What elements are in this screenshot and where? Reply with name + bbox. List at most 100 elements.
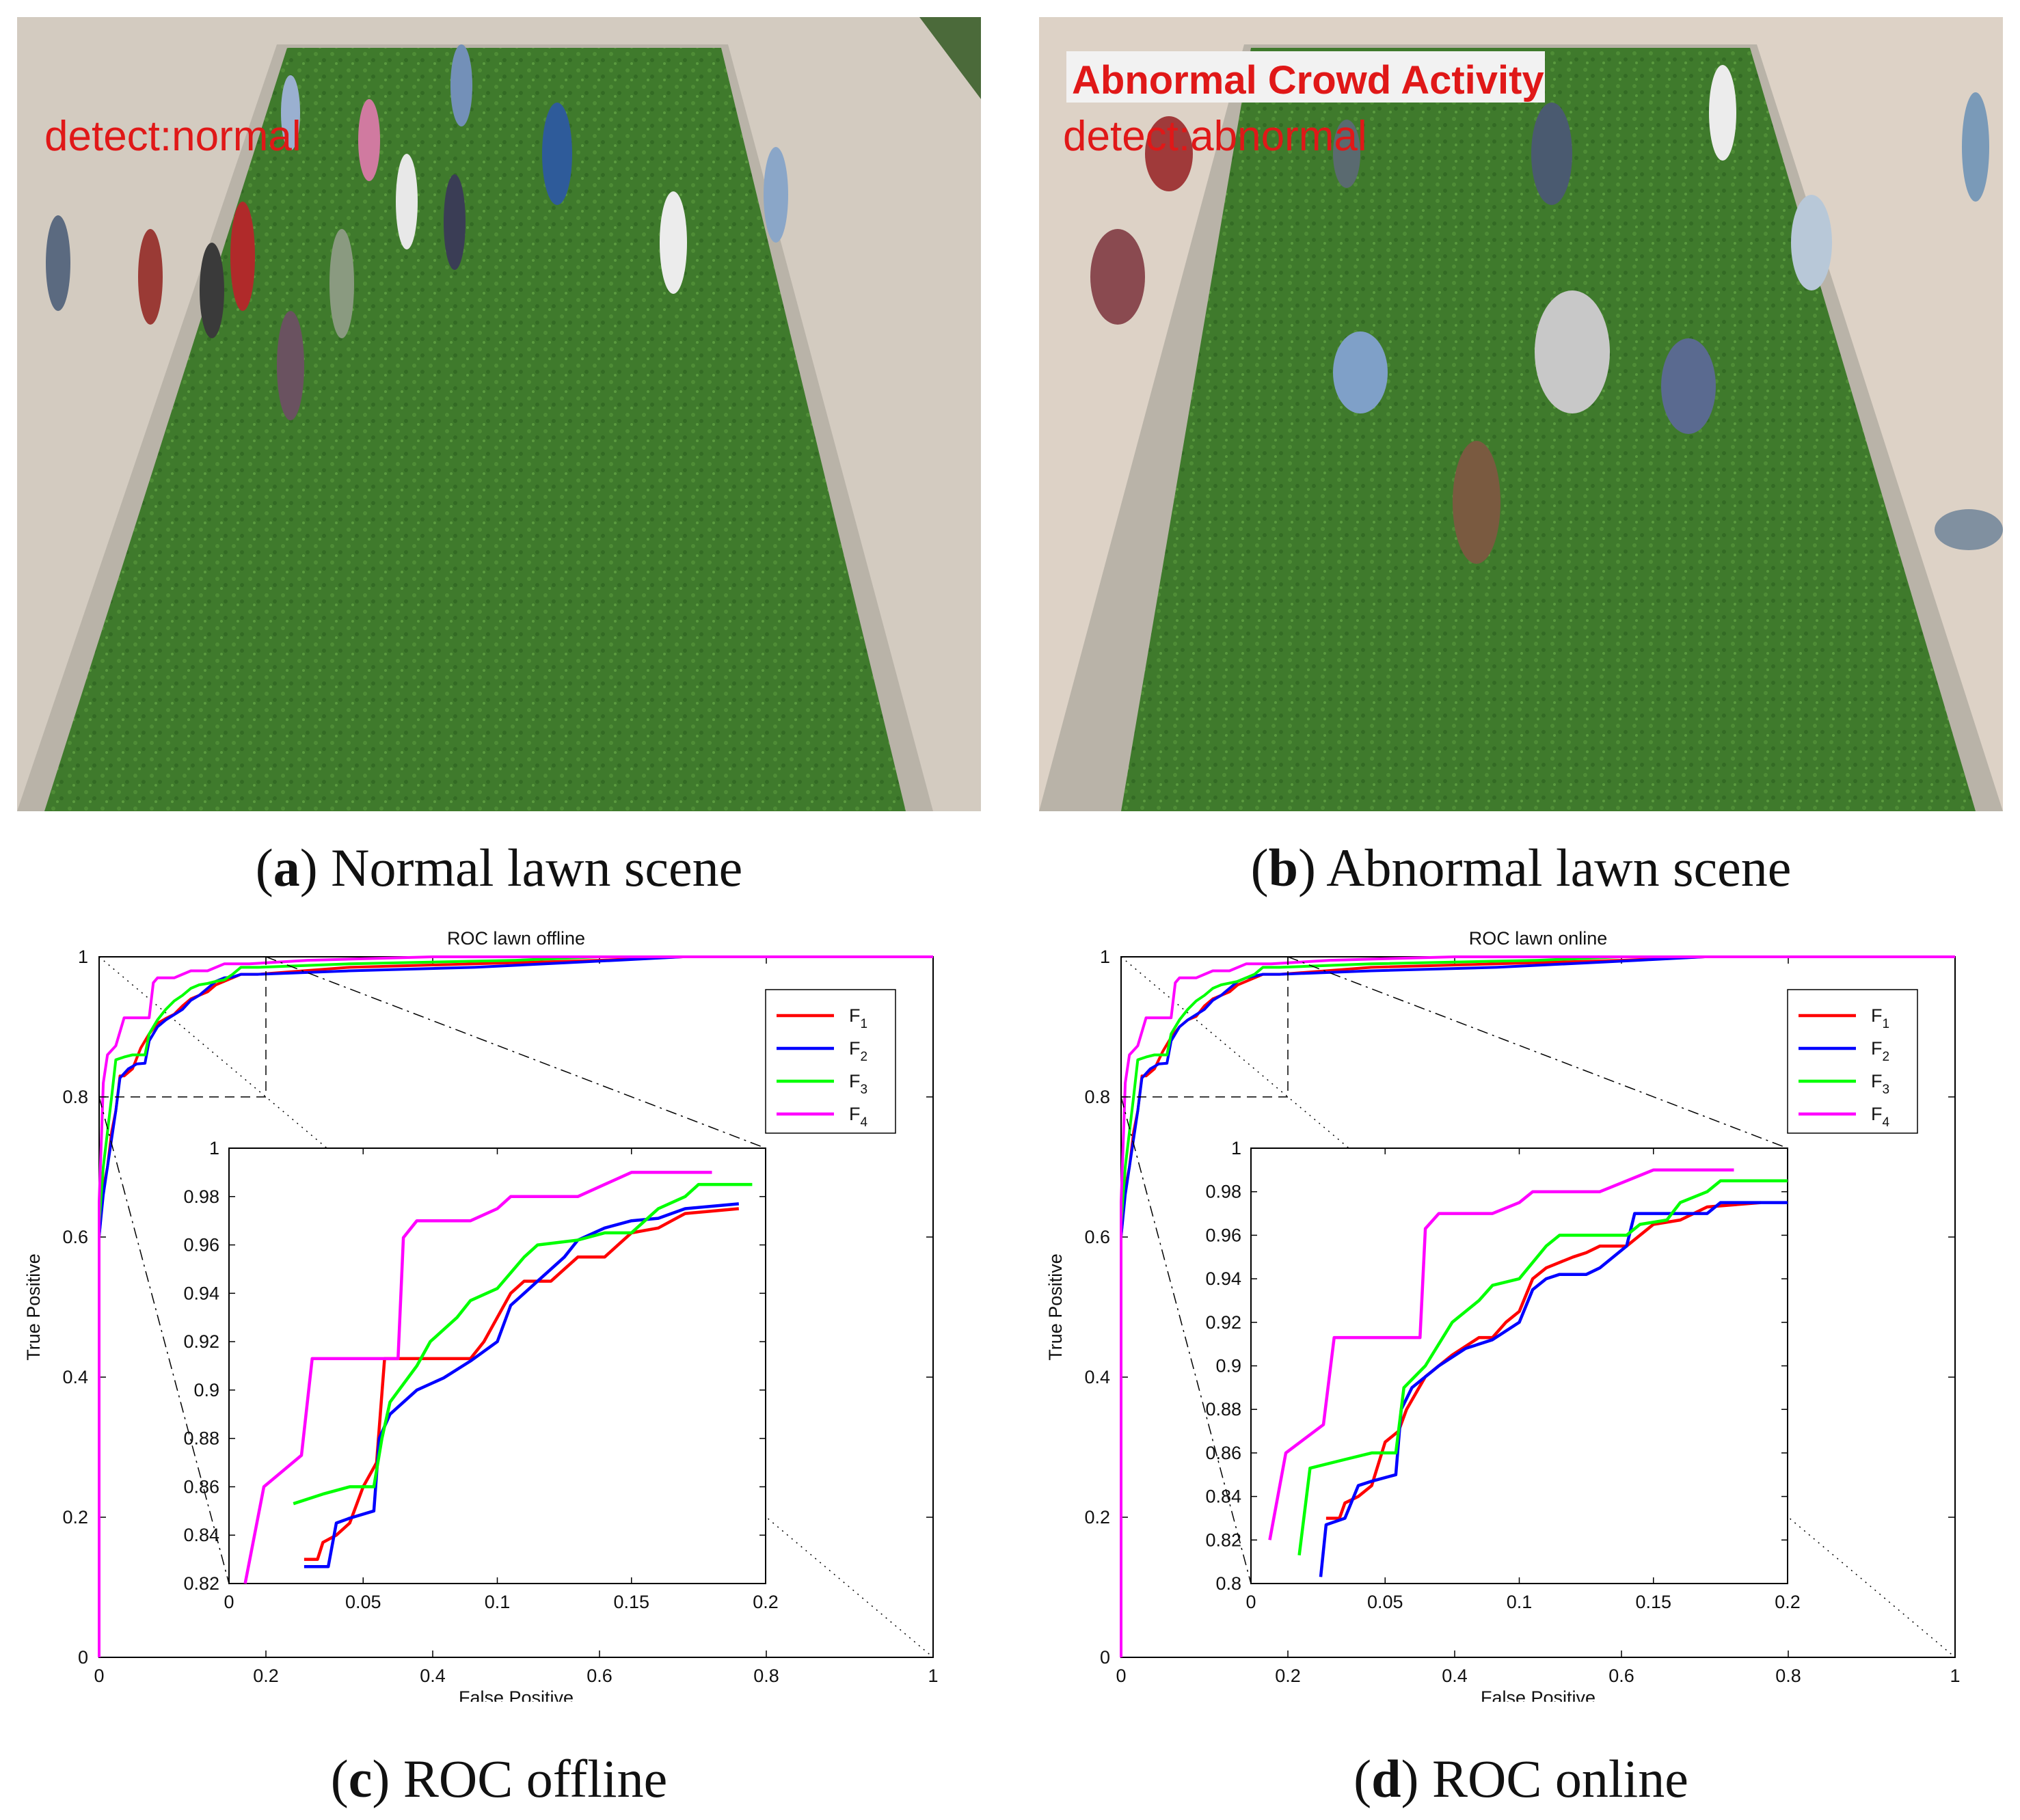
y-tick-label: 0.2 (1084, 1507, 1110, 1527)
inset-x-tick-label: 0.15 (613, 1592, 649, 1612)
inset-y-tick-label: 0.88 (1205, 1399, 1241, 1420)
x-tick-label: 0.6 (1608, 1666, 1634, 1686)
inset-roc-curve-f2 (304, 1202, 740, 1568)
inset-roc-curve-f3 (1297, 1179, 1788, 1556)
inset-x-tick-label: 0 (1245, 1592, 1256, 1612)
y-tick-label: 0 (1100, 1647, 1110, 1668)
y-tick-label: 1 (1100, 947, 1110, 967)
y-axis-label: True Positive (23, 1253, 44, 1361)
inset-y-tick-label: 0.82 (183, 1573, 219, 1594)
y-tick-label: 0.6 (62, 1227, 88, 1247)
inset-y-tick-label: 0.96 (1205, 1225, 1241, 1245)
y-tick-label: 0.4 (62, 1367, 88, 1387)
caption-b: (b) Abnormal lawn scene (1250, 838, 1792, 897)
roc-curve-f2 (98, 955, 933, 1657)
inset-y-tick-label: 0.9 (193, 1380, 219, 1400)
y-tick-label: 0.8 (62, 1087, 88, 1107)
y-tick-label: 0.4 (1084, 1367, 1110, 1387)
inset-x-tick-label: 0.15 (1635, 1592, 1671, 1612)
chart-title: ROC lawn offline (447, 928, 585, 949)
caption-a: (a) Normal lawn scene (255, 838, 743, 897)
inset-y-tick-label: 0.94 (1205, 1268, 1241, 1289)
abnormal-lawn-image: Abnormal Crowd Activity detect:abnormal (1039, 17, 2003, 811)
x-tick-label: 0.8 (753, 1666, 779, 1686)
zoom-region (99, 957, 267, 1098)
chart-title: ROC lawn online (1469, 928, 1608, 949)
roc-curve-f3 (1120, 955, 1955, 1657)
y-tick-label: 0 (78, 1647, 88, 1668)
x-tick-label: 1 (1950, 1666, 1960, 1686)
inset-y-tick-label: 0.86 (183, 1476, 219, 1497)
inset-roc-curve-f4 (1268, 1168, 1734, 1540)
inset-y-tick-label: 0.84 (1205, 1486, 1241, 1507)
caption-d: (d) ROC online (1354, 1749, 1688, 1808)
inset-y-tick-label: 0.82 (1205, 1530, 1241, 1550)
inset-y-tick-label: 0.98 (183, 1186, 219, 1207)
zoom-connector-bottom (98, 1096, 230, 1584)
x-tick-label: 0.4 (1442, 1666, 1468, 1686)
inset-x-tick-label: 0.05 (345, 1592, 381, 1612)
detect-status-text: detect:abnormal (1063, 113, 1367, 160)
inset-x-tick-label: 0.2 (1775, 1592, 1801, 1612)
inset-y-tick-label: 0.92 (1205, 1312, 1241, 1333)
inset-roc-curve-f1 (1325, 1201, 1761, 1520)
caption-c: (c) ROC offline (330, 1749, 668, 1808)
y-tick-label: 0.8 (1084, 1087, 1110, 1107)
zoom-connector-bottom (1120, 1096, 1252, 1584)
y-tick-label: 1 (78, 947, 88, 967)
zoom-connector-top (265, 956, 766, 1149)
inset-y-tick-label: 0.98 (1205, 1182, 1241, 1202)
overlay-label-box (1066, 51, 1545, 103)
y-tick-label: 0.6 (1084, 1227, 1110, 1247)
inset-y-tick-label: 0.94 (183, 1283, 219, 1303)
normal-lawn-image: detect:normal (17, 17, 981, 811)
roc-curve-f4 (1120, 955, 1955, 1657)
roc-online-svg: ROC lawn online 0 0.2 0.4 0.6 0.8 1 0 0.2 0.4 0.6 0… (1045, 928, 1961, 1702)
y-tick-label: 0.2 (62, 1507, 88, 1527)
inset-x-tick-label: 0.2 (753, 1592, 779, 1612)
inset-y-tick-label: 1 (1231, 1138, 1241, 1158)
roc-online-plot: ROC lawn online 0 0.2 0.4 0.6 0.8 1 0 0.2 0.4 0.6 0… (1036, 916, 2020, 1702)
legend-box (765, 989, 896, 1134)
inset-roc-curve-f2 (1319, 1201, 1788, 1577)
inset-roc-curve-f3 (293, 1182, 753, 1506)
legend-box (1787, 989, 1918, 1134)
inset-roc-curve-f4 (243, 1171, 712, 1584)
legend-label-subscript: 2 (1883, 1050, 1890, 1064)
x-axis-label: False Positive (1481, 1687, 1595, 1702)
zoom-region (1121, 957, 1289, 1098)
x-tick-label: 0.2 (253, 1666, 279, 1686)
normal-lawn-photo: detect:normal (17, 17, 981, 811)
legend-label-subscript: 3 (861, 1083, 868, 1097)
running-people (1090, 65, 2003, 564)
x-axis-label: False Positive (459, 1687, 574, 1702)
inset-y-tick-label: 0.84 (183, 1525, 219, 1545)
abnormal-lawn-photo: Abnormal Crowd Activity detect:abnormal (1039, 17, 2003, 811)
inset-y-tick-label: 0.92 (183, 1331, 219, 1352)
inset-y-tick-label: 0.9 (1215, 1356, 1241, 1376)
roc-offline-svg: ROC lawn offline 0 0.2 0.4 0.6 0.8 1 0 0.2 0.4 0.6… (23, 928, 939, 1702)
x-tick-label: 1 (928, 1666, 938, 1686)
legend-label-subscript: 4 (1883, 1115, 1890, 1130)
x-tick-label: 0.8 (1775, 1666, 1801, 1686)
x-tick-label: 0 (94, 1666, 104, 1686)
legend-label-subscript: 4 (861, 1115, 868, 1130)
pedestrians (46, 44, 788, 420)
legend-label-subscript: 1 (1883, 1017, 1890, 1031)
inset-y-tick-label: 0.88 (183, 1428, 219, 1449)
y-axis-label: True Positive (1045, 1253, 1066, 1361)
inset-y-tick-label: 0.8 (1215, 1573, 1241, 1594)
roc-curve-f4 (98, 955, 933, 1657)
abnormal-activity-label: Abnormal Crowd Activity (1072, 58, 1544, 103)
x-tick-label: 0.2 (1275, 1666, 1301, 1686)
zoom-connector-top (1287, 956, 1788, 1149)
inset-frame (1250, 1147, 1788, 1584)
legend-label-subscript: 2 (861, 1050, 868, 1064)
legend-label-subscript: 1 (861, 1017, 868, 1031)
inset-x-tick-label: 0.1 (485, 1592, 511, 1612)
roc-curve-f3 (98, 955, 933, 1657)
x-tick-label: 0.6 (587, 1666, 612, 1686)
inset-x-tick-label: 0.1 (1507, 1592, 1533, 1612)
inset-x-tick-label: 0.05 (1367, 1592, 1403, 1612)
inset-x-tick-label: 0 (224, 1592, 234, 1612)
